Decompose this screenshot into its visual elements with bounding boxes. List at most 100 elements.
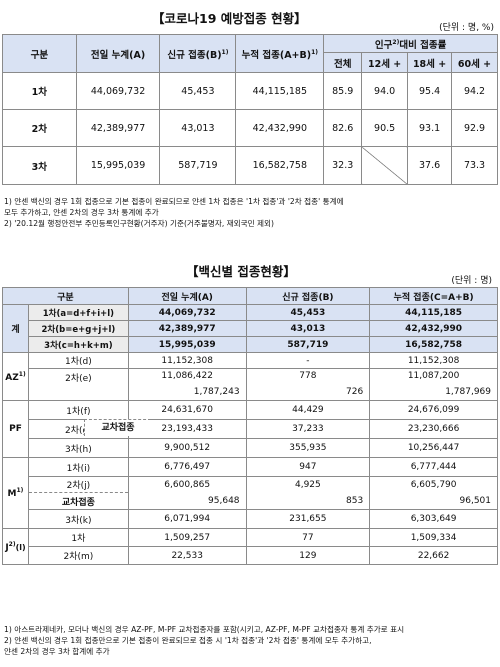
cell-all: 85.9 — [323, 72, 363, 110]
cell-cum: 6,303,649 — [369, 509, 498, 529]
table-row: 2차(e) 11,086,422 778 11,087,200 — [3, 368, 498, 401]
cell-a18: 95.4 — [407, 72, 453, 110]
cell-new: 587,719 — [245, 336, 371, 353]
note-line: 2) '20.12월 행정안전부 주민등록인구현황(거주자) 기준(거주불명자,… — [4, 219, 274, 228]
cell-cum: 44,115,185 — [235, 72, 325, 110]
cell-new: 77 — [245, 528, 371, 547]
cell-cross-new: 853 — [245, 492, 371, 510]
cell-a18: 93.1 — [407, 109, 453, 147]
cell-all: 82.6 — [323, 109, 363, 147]
cell-cum: 24,676,099 — [369, 400, 498, 420]
total-group-label: 계 — [2, 304, 29, 353]
table-row-cross: 1,787,243 726 1,787,969 — [3, 383, 498, 401]
cell-a12: 90.5 — [361, 109, 409, 147]
table1-unit: (단위 : 명, %) — [439, 23, 494, 33]
header-age18: 18세 + — [407, 52, 453, 73]
table1-title: 【코로나19 예방접종 현황】 — [152, 11, 307, 26]
row-label: 3차 — [2, 146, 77, 185]
header-prev: 전일 누계(A) — [127, 287, 247, 305]
cell-new: 43,013 — [245, 320, 371, 337]
cell-cross-cum: 1,787,969 — [369, 383, 498, 401]
table-row: 2차(b=e+g+j+l) 42,389,977 43,013 42,432,9… — [3, 320, 498, 337]
cell-prev: 44,069,732 — [127, 304, 247, 321]
row-label: 1차(f) — [27, 400, 129, 420]
table-row: 3차(k) 6,071,994 231,655 6,303,649 — [3, 509, 498, 529]
cross-label: 교차접종 — [27, 492, 129, 510]
cell-a12: 94.0 — [361, 72, 409, 110]
row-label: 1차 — [2, 72, 77, 110]
cell-new: 778 — [245, 368, 371, 384]
table-row: J2)(l) 1차 1,509,257 77 1,509,334 — [2, 528, 498, 565]
row-label: 2차 — [2, 109, 77, 147]
cell-cross-cum: 96,501 — [369, 492, 498, 510]
header-age60: 60세 + — [451, 52, 498, 73]
cell-prev: 24,631,670 — [127, 400, 247, 420]
table-row: M1) 1차(i) 6,776,497 947 6,777,444 — [2, 457, 498, 529]
cell-cum: 16,582,758 — [369, 336, 498, 353]
table-row: 3차(c=h+k+m) 15,995,039 587,719 16,582,75… — [3, 336, 498, 353]
row-label: 2차(j) — [27, 476, 129, 493]
row-label: 1차 — [27, 528, 129, 547]
cell-new: 231,655 — [245, 509, 371, 529]
header-new: 신규 접종(B)1) — [159, 34, 237, 73]
cell-prev: 42,389,977 — [75, 109, 161, 147]
table-row: 2차(m) 22,533 129 22,662 — [3, 546, 498, 565]
cell-a60: 94.2 — [451, 72, 498, 110]
cell-new: 37,233 — [245, 419, 371, 439]
table-row: 2차 42,389,977 43,013 42,432,990 82.6 90.… — [2, 109, 498, 147]
cell-new: 45,453 — [245, 304, 371, 321]
table-row: 2차(j) 6,600,865 4,925 6,605,790 — [3, 476, 498, 493]
table-row: 2차(g) 23,193,433 37,233 23,230,666 — [3, 419, 498, 439]
az-cross-label: 교차접종 — [84, 419, 151, 436]
row-label: 3차(k) — [27, 509, 129, 529]
cell-prev: 15,995,039 — [127, 336, 247, 353]
table-row: 3차(h) 9,900,512 355,935 10,256,447 — [3, 438, 498, 458]
row-label: 2차(e) — [27, 368, 129, 401]
cell-cum: 11,087,200 — [369, 368, 498, 384]
header-cum: 누적 접종(C=A+B) — [369, 287, 498, 305]
note-line: 얀센 2차의 경우 3차 합계에 추가 — [4, 647, 110, 656]
cell-prev: 42,389,977 — [127, 320, 247, 337]
cell-new: 947 — [245, 457, 371, 477]
row-label: 1차(d) — [27, 352, 129, 369]
table-row-cross: 교차접종 95,648 853 96,501 — [3, 492, 498, 510]
cell-cum: 6,777,444 — [369, 457, 498, 477]
cell-cum: 22,662 — [369, 546, 498, 565]
table-row: 1차 44,069,732 45,453 44,115,185 85.9 94.… — [2, 72, 498, 110]
note-line: 1) 아스트라제네카, 모더나 백신의 경우 AZ-PF, M-PF 교차접종자… — [4, 625, 405, 634]
table2-unit: (단위 : 명) — [451, 276, 492, 286]
note-line: 1) 얀센 백신의 경우 1회 접종으로 기본 접종이 완료되므로 얀센 1차 … — [4, 197, 344, 206]
vaccine-type-table: 구분 전일 누계(A) 신규 접종(B) 누적 접종(C=A+B) 계 1차(a… — [2, 287, 498, 565]
cell-prev: 9,900,512 — [127, 438, 247, 458]
row-label: 1차(a=d+f+i+l) — [27, 304, 129, 321]
cell-cum: 42,432,990 — [369, 320, 498, 337]
cell-prev: 6,776,497 — [127, 457, 247, 477]
header-prev-cumulative: 전일 누계(A) — [75, 34, 161, 73]
cell-new: 43,013 — [159, 109, 237, 147]
cell-cum: 1,509,334 — [369, 528, 498, 547]
note-line: 모두 추가하고, 얀센 2차의 경우 3차 통계에 추가 — [4, 208, 159, 217]
cell-a12-na — [361, 146, 409, 185]
cell-cross-new: 726 — [245, 383, 371, 401]
header-category: 구분 — [2, 34, 77, 73]
table-row: 3차 15,995,039 587,719 16,582,758 32.3 37… — [2, 146, 498, 185]
cell-new: - — [245, 352, 371, 369]
pf-group-label: PF — [2, 400, 29, 458]
cell-new: 355,935 — [245, 438, 371, 458]
cell-cum: 44,115,185 — [369, 304, 498, 321]
header-new: 신규 접종(B) — [245, 287, 371, 305]
header-pop-ratio: 인구2)대비 접종률 — [323, 34, 498, 53]
header-age12: 12세 + — [361, 52, 409, 73]
cell-new: 4,925 — [245, 476, 371, 493]
cell-cross-prev: 95,648 — [127, 492, 247, 510]
cell-cum: 10,256,447 — [369, 438, 498, 458]
header-category: 구분 — [2, 287, 129, 305]
header-all: 전체 — [323, 52, 363, 73]
cell-a60: 92.9 — [451, 109, 498, 147]
cell-prev: 6,600,865 — [127, 476, 247, 493]
cell-a18: 37.6 — [407, 146, 453, 185]
table-row: PF 1차(f) 24,631,670 44,429 24,676,099 — [2, 400, 498, 458]
cell-a60: 73.3 — [451, 146, 498, 185]
row-label: 3차(c=h+k+m) — [27, 336, 129, 353]
table-row: 계 1차(a=d+f+i+l) 44,069,732 45,453 44,115… — [2, 304, 498, 353]
